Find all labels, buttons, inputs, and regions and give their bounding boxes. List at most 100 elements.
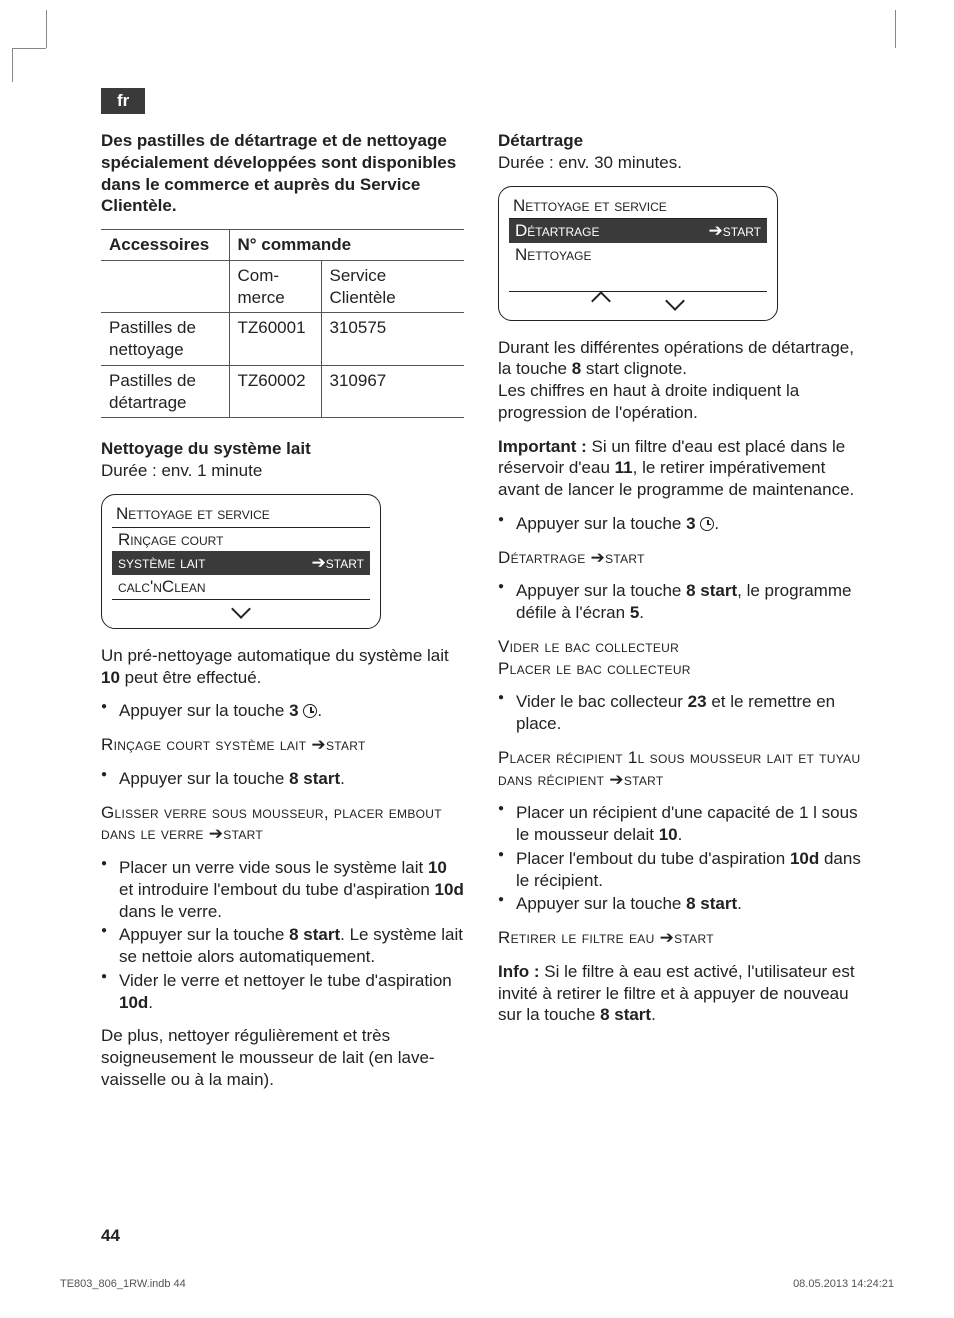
lcd-lines: Détartrage➔start Nettoyage <box>509 218 767 291</box>
ref: 11 <box>615 458 633 477</box>
section-title: Nettoyage du système lait <box>101 439 311 458</box>
smallcaps-line: Retirer le filtre eau ➔start <box>498 927 861 949</box>
accessories-table: Accessoires N° commande Com- merce Servi… <box>101 229 464 418</box>
lcd-display: Nettoyage et service Rinçage court systè… <box>101 494 381 629</box>
lcd-line-selected: Détartrage➔start <box>509 219 767 243</box>
section-title: Détartrage <box>498 131 583 150</box>
text: Placer un récipient d'une capacité de 1 … <box>516 803 858 844</box>
ref: 10d <box>119 993 148 1012</box>
lcd-text: Nettoyage <box>515 244 592 266</box>
text: Appuyer sur la touche <box>119 701 289 720</box>
clock-icon <box>700 517 714 531</box>
text: et introduire l'embout du tube d'aspirat… <box>119 880 435 899</box>
list-item: Appuyer sur la touche 3 . <box>101 700 464 722</box>
lcd-arrows <box>112 600 370 622</box>
ref: 8 start <box>289 769 340 788</box>
ref: 5 <box>630 603 639 622</box>
lcd-line <box>509 267 767 291</box>
list-item: Appuyer sur la touche 8 start. <box>498 893 861 915</box>
right-column: Détartrage Durée : env. 30 minutes. Nett… <box>498 130 861 1103</box>
lcd-line: Nettoyage <box>509 243 767 267</box>
lcd-text: Rinçage court <box>118 529 223 551</box>
smallcaps-line: Placer le bac collecteur <box>498 658 861 680</box>
smallcaps-line: Détartrage ➔start <box>498 547 861 569</box>
label: Info : <box>498 962 540 981</box>
text: . <box>678 825 683 844</box>
text: Un pré-nettoyage automatique du système … <box>101 646 449 665</box>
crop-mark <box>12 48 46 82</box>
row-name: Pastilles de détartrage <box>101 365 229 418</box>
row-c1: TZ60002 <box>229 365 321 418</box>
crop-mark <box>895 10 896 48</box>
crop-mark <box>46 10 47 48</box>
section-duration: Durée : env. 1 minute <box>101 461 262 480</box>
ref: 10 <box>101 668 120 687</box>
list-item: Placer l'embout du tube d'aspiration 10d… <box>498 848 861 892</box>
language-badge: fr <box>101 88 145 114</box>
label: Important : <box>498 437 587 456</box>
text: dans le verre. <box>119 902 222 921</box>
lcd-line: Rinçage court <box>112 528 370 552</box>
lcd-line-selected: système lait➔start <box>112 551 370 575</box>
paragraph: De plus, nettoyer régulièrement et très … <box>101 1025 464 1090</box>
ref: 10d <box>790 849 819 868</box>
paragraph: Durant les différentes opérations de dét… <box>498 337 861 424</box>
bullet-list: Appuyer sur la touche 3 . <box>101 700 464 722</box>
bullet-list: Appuyer sur la touche 8 start. <box>101 768 464 790</box>
text: Vider le bac collecteur <box>516 692 688 711</box>
intro-paragraph: Des pastilles de détartrage et de nettoy… <box>101 130 464 217</box>
th-service: Service Clientèle <box>321 260 464 313</box>
ref: 8 start <box>600 1005 651 1024</box>
bullet-list: Appuyer sur la touche 3 . <box>498 513 861 535</box>
section-duration: Durée : env. 30 minutes. <box>498 153 682 172</box>
text: . <box>340 769 345 788</box>
footer-timestamp: 08.05.2013 14:24:21 <box>793 1278 894 1290</box>
list-item: Appuyer sur la touche 8 start. Le systèm… <box>101 924 464 968</box>
important-paragraph: Important : Si un filtre d'eau est placé… <box>498 436 861 501</box>
chevron-up-icon <box>591 291 611 311</box>
ref: 10 <box>428 858 447 877</box>
ref: 23 <box>688 692 707 711</box>
th-accessoires: Accessoires <box>101 230 229 261</box>
bullet-list: Appuyer sur la touche 8 start, le progra… <box>498 580 861 624</box>
lcd-arrows <box>509 292 767 314</box>
left-column: Des pastilles de détartrage et de nettoy… <box>101 130 464 1103</box>
list-item: Vider le verre et nettoyer le tube d'asp… <box>101 970 464 1014</box>
paragraph: Un pré-nettoyage automatique du système … <box>101 645 464 689</box>
lcd-line: calc'nClean <box>112 575 370 599</box>
list-item: Placer un récipient d'une capacité de 1 … <box>498 802 861 846</box>
th-commande: N° commande <box>229 230 464 261</box>
bullet-list: Placer un récipient d'une capacité de 1 … <box>498 802 861 915</box>
text: Placer l'embout du tube d'aspiration <box>516 849 790 868</box>
list-item: Vider le bac collecteur 23 et le remettr… <box>498 691 861 735</box>
text: Placer un verre vide sous le système lai… <box>119 858 428 877</box>
row-name: Pastilles de nettoyage <box>101 313 229 366</box>
lcd-text <box>515 268 520 290</box>
ref: 10 <box>659 825 678 844</box>
text: Appuyer sur la touche <box>516 514 686 533</box>
clock-icon <box>303 704 317 718</box>
ref: 8 start <box>686 581 737 600</box>
row-c2: 310967 <box>321 365 464 418</box>
lcd-title: Nettoyage et service <box>112 503 370 525</box>
lcd-text: calc'nClean <box>118 576 206 598</box>
section-heading: Nettoyage du système lait Durée : env. 1… <box>101 438 464 482</box>
text: start clignote. <box>581 359 687 378</box>
text: Vider le verre et nettoyer le tube d'asp… <box>119 971 452 990</box>
ref: 10d <box>435 880 464 899</box>
row-c2: 310575 <box>321 313 464 366</box>
list-item: Appuyer sur la touche 8 start, le progra… <box>498 580 861 624</box>
bullet-list: Vider le bac collecteur 23 et le remettr… <box>498 691 861 735</box>
text: . <box>639 603 644 622</box>
page-number: 44 <box>101 1226 120 1246</box>
smallcaps-line: Vider le bac collecteur <box>498 636 861 658</box>
row-c1: TZ60001 <box>229 313 321 366</box>
text: peut être effectué. <box>120 668 261 687</box>
text: Appuyer sur la touche <box>119 769 289 788</box>
text: . <box>651 1005 656 1024</box>
lcd-start: ➔start <box>709 220 761 242</box>
smallcaps-line: Placer récipient 1l sous mousseur lait e… <box>498 747 861 791</box>
ref: 8 start <box>289 925 340 944</box>
empty-cell <box>101 260 229 313</box>
lcd-text: système lait <box>118 552 205 574</box>
